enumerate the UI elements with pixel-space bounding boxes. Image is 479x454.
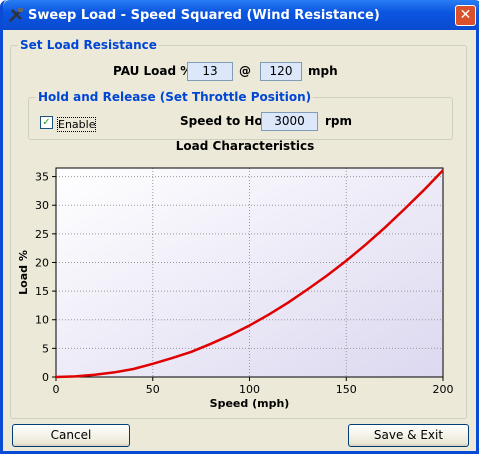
chart: Load Characteristics 0 5 10 15 20 25 30 35 0 50 10…	[17, 140, 454, 410]
y-tick-label: 25	[35, 228, 49, 241]
y-tick-label: 15	[35, 285, 49, 298]
text-input[interactable]: 13	[187, 62, 233, 81]
plot-frame	[55, 167, 444, 378]
x-tick-label: 200	[433, 383, 454, 396]
y-axis-label: Load %	[17, 250, 30, 295]
close-button[interactable]: ✕	[455, 5, 476, 26]
y-tick-label: 10	[35, 314, 49, 327]
y-tick-label: 30	[35, 199, 49, 212]
y-tick-label: 35	[35, 171, 49, 184]
app-icon	[9, 8, 23, 22]
label: Speed to Hold	[180, 114, 276, 128]
data-line	[55, 169, 444, 379]
checkbox-label[interactable]: Enable	[57, 117, 97, 132]
x-tick-label: 100	[239, 383, 260, 396]
y-tick-label: 0	[42, 371, 49, 384]
load-group	[10, 45, 467, 419]
y-tick-label: 20	[35, 256, 49, 269]
cancel-button[interactable]: Cancel	[12, 424, 130, 447]
x-tick-label: 0	[53, 383, 60, 396]
checkbox[interactable]: ✓	[40, 116, 53, 129]
label: mph	[308, 64, 338, 78]
group-label: Set Load Resistance	[18, 38, 159, 52]
chart-title: Load Characteristics	[176, 140, 315, 153]
x-axis-label: Speed (mph)	[210, 397, 290, 410]
save-button[interactable]: Save & Exit	[348, 424, 469, 447]
y-tick-label: 5	[42, 342, 49, 355]
text-input[interactable]: 120	[260, 62, 302, 81]
window-title: Sweep Load - Speed Squared (Wind Resista…	[28, 8, 380, 23]
text-input[interactable]: 3000	[261, 112, 318, 131]
x-tick-label: 150	[336, 383, 357, 396]
label: @	[239, 64, 251, 78]
label: rpm	[325, 114, 353, 128]
x-tick-label: 50	[146, 383, 160, 396]
title-bar: Sweep Load - Speed Squared (Wind Resista…	[3, 0, 479, 30]
label: PAU Load %	[113, 64, 193, 78]
group-label: Hold and Release (Set Throttle Position)	[36, 90, 314, 104]
